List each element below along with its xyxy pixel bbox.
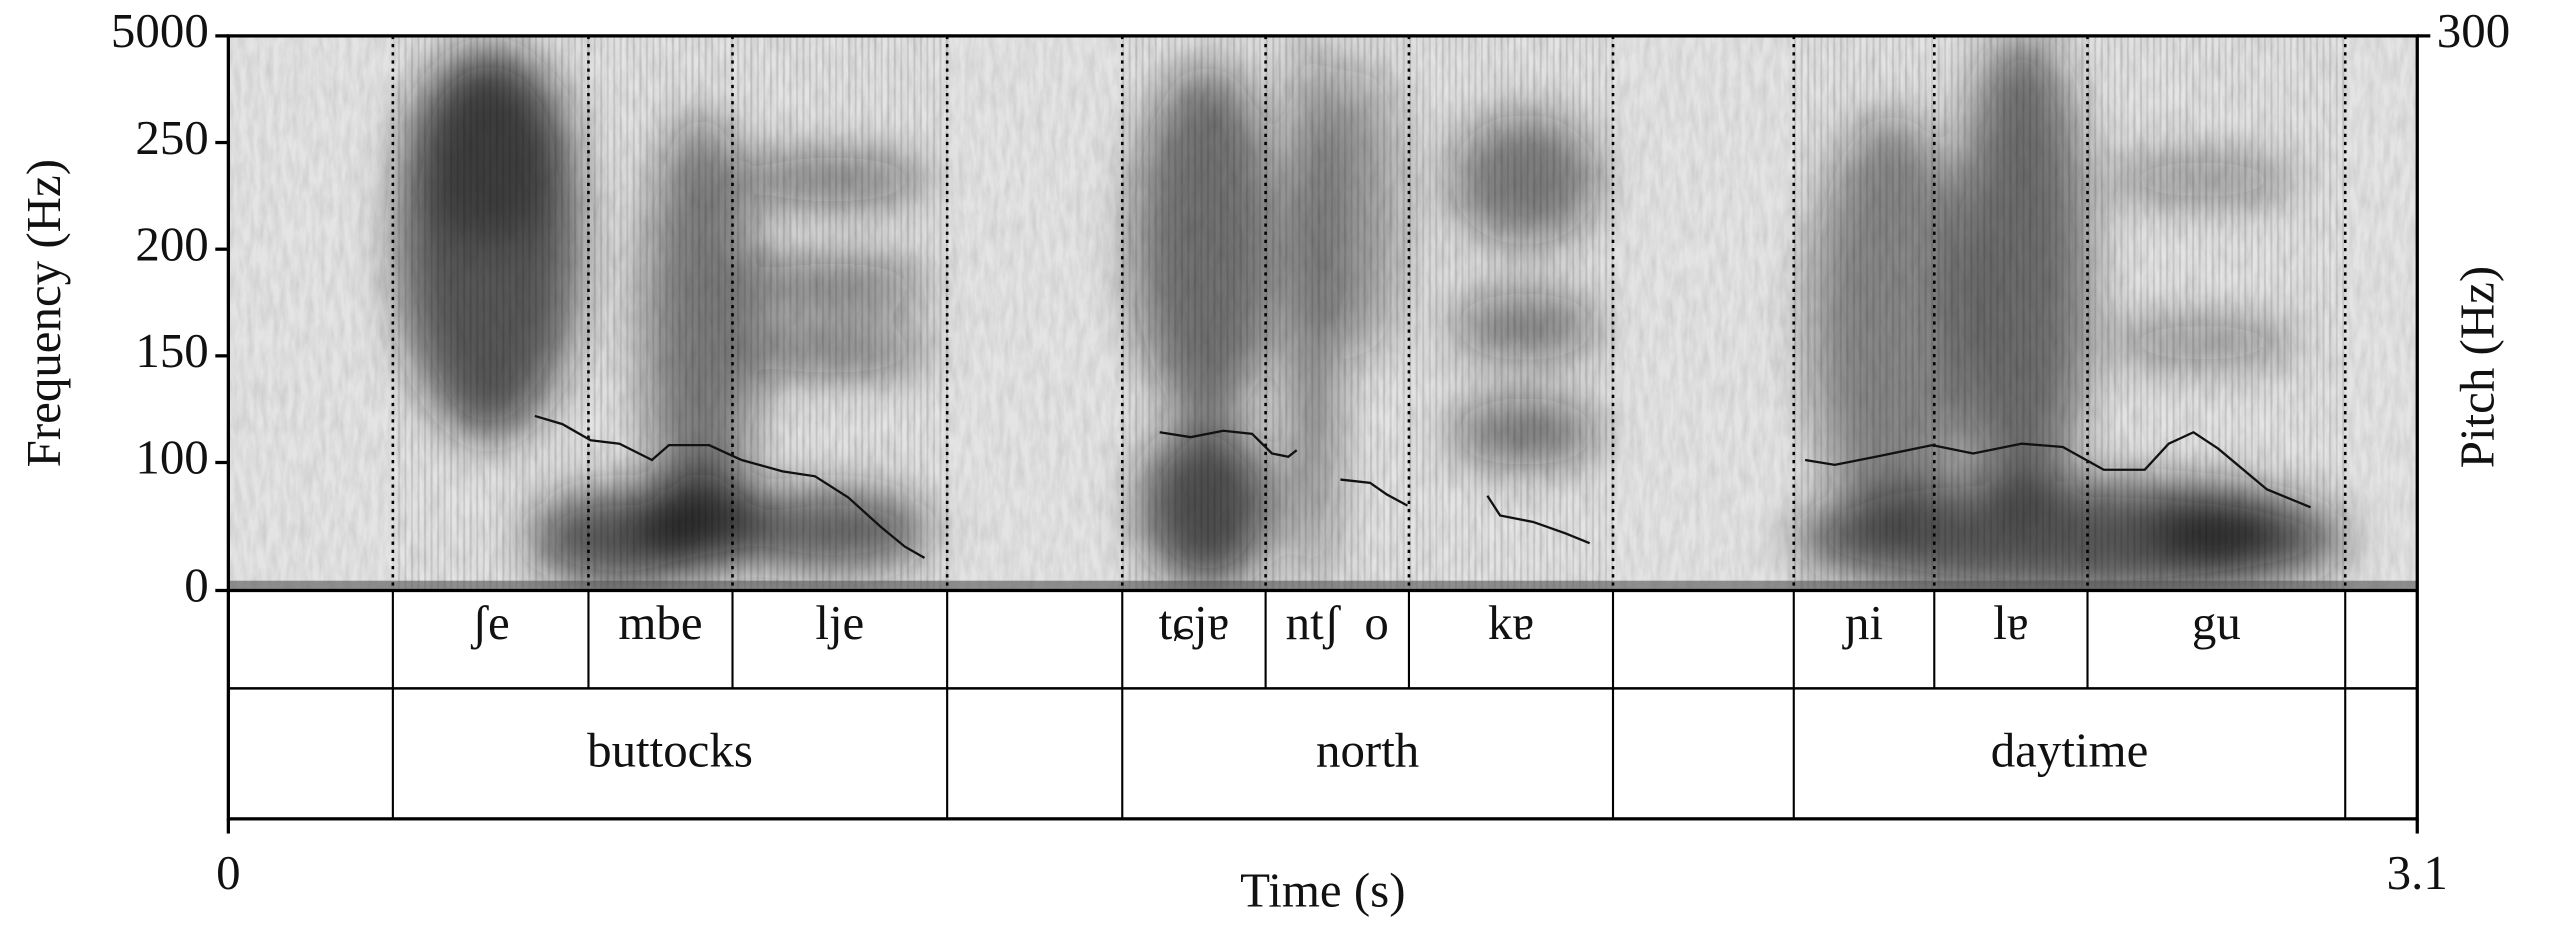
y2-tick-label: 200 [135,216,208,271]
x-tick-label: 3.1 [2387,845,2448,900]
y2-tick-label: 250 [135,110,208,165]
y-tick-label: 5000 [111,3,209,58]
y2-tick-label: 100 [135,430,208,485]
y-axis-label: Frequency (Hz) [16,159,71,467]
frame [226,34,2419,821]
tier-label: lɐ [1993,595,2028,650]
tier-label: daytime [1991,722,2149,777]
y2-tick-label: 300 [2437,3,2510,58]
tier-label: lje [815,595,864,650]
tier-label: mbe [618,595,702,650]
tier-label: ɲi [1842,595,1883,650]
x-axis-label: Time (s) [1240,863,1405,918]
y-tick-label: 0 [184,558,208,613]
tier-label: buttocks [587,722,753,777]
spectrogram [228,35,2418,591]
tier-label: gu [2192,595,2241,650]
tier-label: ntʃ o [1286,595,1389,650]
tier-label: ʃe [471,595,510,650]
y2-axis-label: Pitch (Hz) [2450,266,2505,468]
tier-label: north [1316,722,1419,777]
tier-label: kɐ [1488,595,1534,650]
x-tick-label: 0 [216,845,240,900]
pitch-line [534,414,2312,559]
y2-tick-label: 150 [135,323,208,378]
tier-label: tɕjɐ [1159,595,1230,650]
